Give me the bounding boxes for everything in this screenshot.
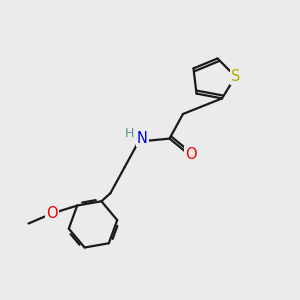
Text: O: O [185,147,196,162]
Text: S: S [231,69,240,84]
Text: O: O [46,206,57,221]
Text: N: N [137,131,148,146]
Text: H: H [125,127,134,140]
